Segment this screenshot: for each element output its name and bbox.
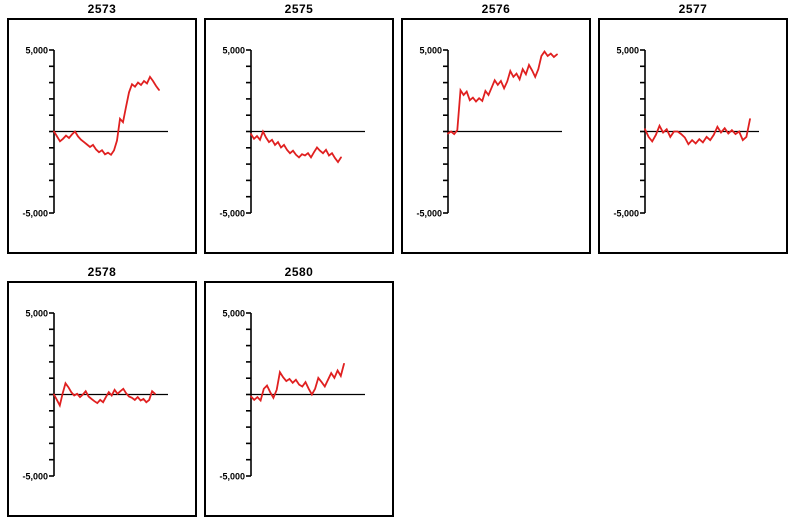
chart-title: 2575 <box>284 2 314 16</box>
chart-cell-2578: 2578 5,000 -5,000 <box>7 265 197 517</box>
chart-plot-area: 5,000 -5,000 <box>7 18 197 254</box>
y-axis-label-min: -5,000 <box>219 209 245 219</box>
plot-svg: 5,000 -5,000 <box>613 46 759 219</box>
series-line <box>447 50 558 136</box>
plot-svg: 5,000 -5,000 <box>219 46 365 219</box>
y-axis-label-min: -5,000 <box>22 209 48 219</box>
chart-plot-area: 5,000 -5,000 <box>401 18 591 254</box>
series-line <box>250 363 345 403</box>
plot-svg: 5,000 -5,000 <box>219 309 365 482</box>
series-line <box>250 129 342 164</box>
chart-title: 2578 <box>87 265 117 279</box>
y-axis-label-min: -5,000 <box>22 472 48 482</box>
plot-svg: 5,000 -5,000 <box>416 46 562 219</box>
series-line <box>53 381 156 408</box>
plot-svg: 5,000 -5,000 <box>22 46 168 219</box>
chart-cell-2576: 2576 5,000 -5,000 <box>401 2 591 254</box>
y-axis-label-max: 5,000 <box>222 46 245 56</box>
chart-title: 2580 <box>284 265 314 279</box>
chart-plot-area: 5,000 -5,000 <box>598 18 788 254</box>
y-axis-label-max: 5,000 <box>616 46 639 56</box>
y-axis-label-max: 5,000 <box>25 309 48 319</box>
y-axis-label-min: -5,000 <box>416 209 442 219</box>
chart-title: 2573 <box>87 2 117 16</box>
chart-plot-area: 5,000 -5,000 <box>7 281 197 517</box>
y-axis-label-max: 5,000 <box>419 46 442 56</box>
chart-cell-2573: 2573 5,000 -5,000 <box>7 2 197 254</box>
chart-plot-area: 5,000 -5,000 <box>204 18 394 254</box>
plot-svg: 5,000 -5,000 <box>22 309 168 482</box>
y-axis-label-max: 5,000 <box>222 309 245 319</box>
chart-cell-2580: 2580 5,000 -5,000 <box>204 265 394 517</box>
y-axis-label-min: -5,000 <box>613 209 639 219</box>
series-line <box>644 118 751 146</box>
chart-cell-2575: 2575 5,000 -5,000 <box>204 2 394 254</box>
chart-title: 2577 <box>678 2 708 16</box>
series-line <box>53 75 160 157</box>
y-axis-label-min: -5,000 <box>219 472 245 482</box>
chart-cell-2577: 2577 5,000 -5,000 <box>598 2 788 254</box>
chart-plot-area: 5,000 -5,000 <box>204 281 394 517</box>
y-axis-label-max: 5,000 <box>25 46 48 56</box>
chart-title: 2576 <box>481 2 511 16</box>
